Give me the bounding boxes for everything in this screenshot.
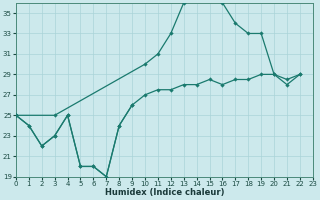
X-axis label: Humidex (Indice chaleur): Humidex (Indice chaleur) <box>105 188 224 197</box>
